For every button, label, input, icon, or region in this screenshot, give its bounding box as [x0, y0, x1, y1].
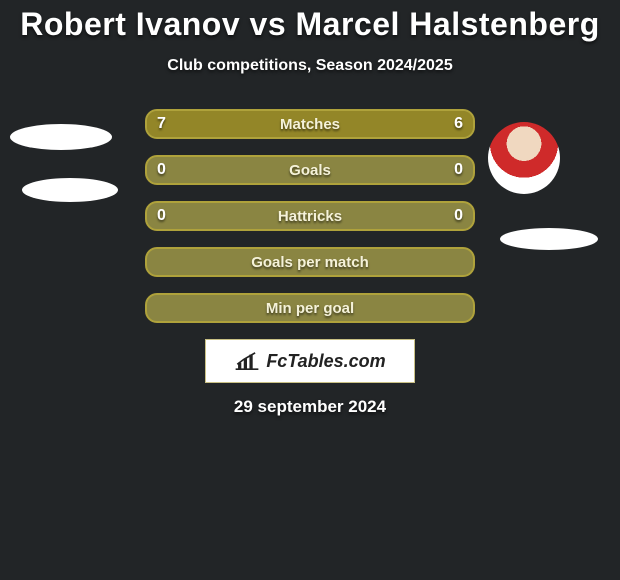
stat-row: Min per goal [145, 293, 475, 323]
vs-label: vs [250, 6, 287, 42]
brand-badge[interactable]: FcTables.com [205, 339, 415, 383]
stat-row: 00Hattricks [145, 201, 475, 231]
chart-icon [234, 351, 260, 371]
brand-text: FcTables.com [266, 351, 385, 372]
stat-row: Goals per match [145, 247, 475, 277]
date-label: 29 september 2024 [0, 397, 620, 417]
player2-name: Marcel Halstenberg [296, 6, 600, 42]
comparison-card: Robert Ivanov vs Marcel Halstenberg Club… [0, 0, 620, 580]
stat-label: Matches [147, 111, 473, 137]
page-title: Robert Ivanov vs Marcel Halstenberg [0, 6, 620, 43]
subtitle: Club competitions, Season 2024/2025 [0, 57, 620, 75]
stat-label: Min per goal [147, 295, 473, 321]
stats-rows: 76Matches 00Goals 00Hattricks Goals per mat… [0, 109, 620, 323]
player1-name: Robert Ivanov [20, 6, 240, 42]
stat-label: Goals per match [147, 249, 473, 275]
stat-row: 76Matches [145, 109, 475, 139]
stat-label: Hattricks [147, 203, 473, 229]
stat-row: 00Goals [145, 155, 475, 185]
stat-label: Goals [147, 157, 473, 183]
